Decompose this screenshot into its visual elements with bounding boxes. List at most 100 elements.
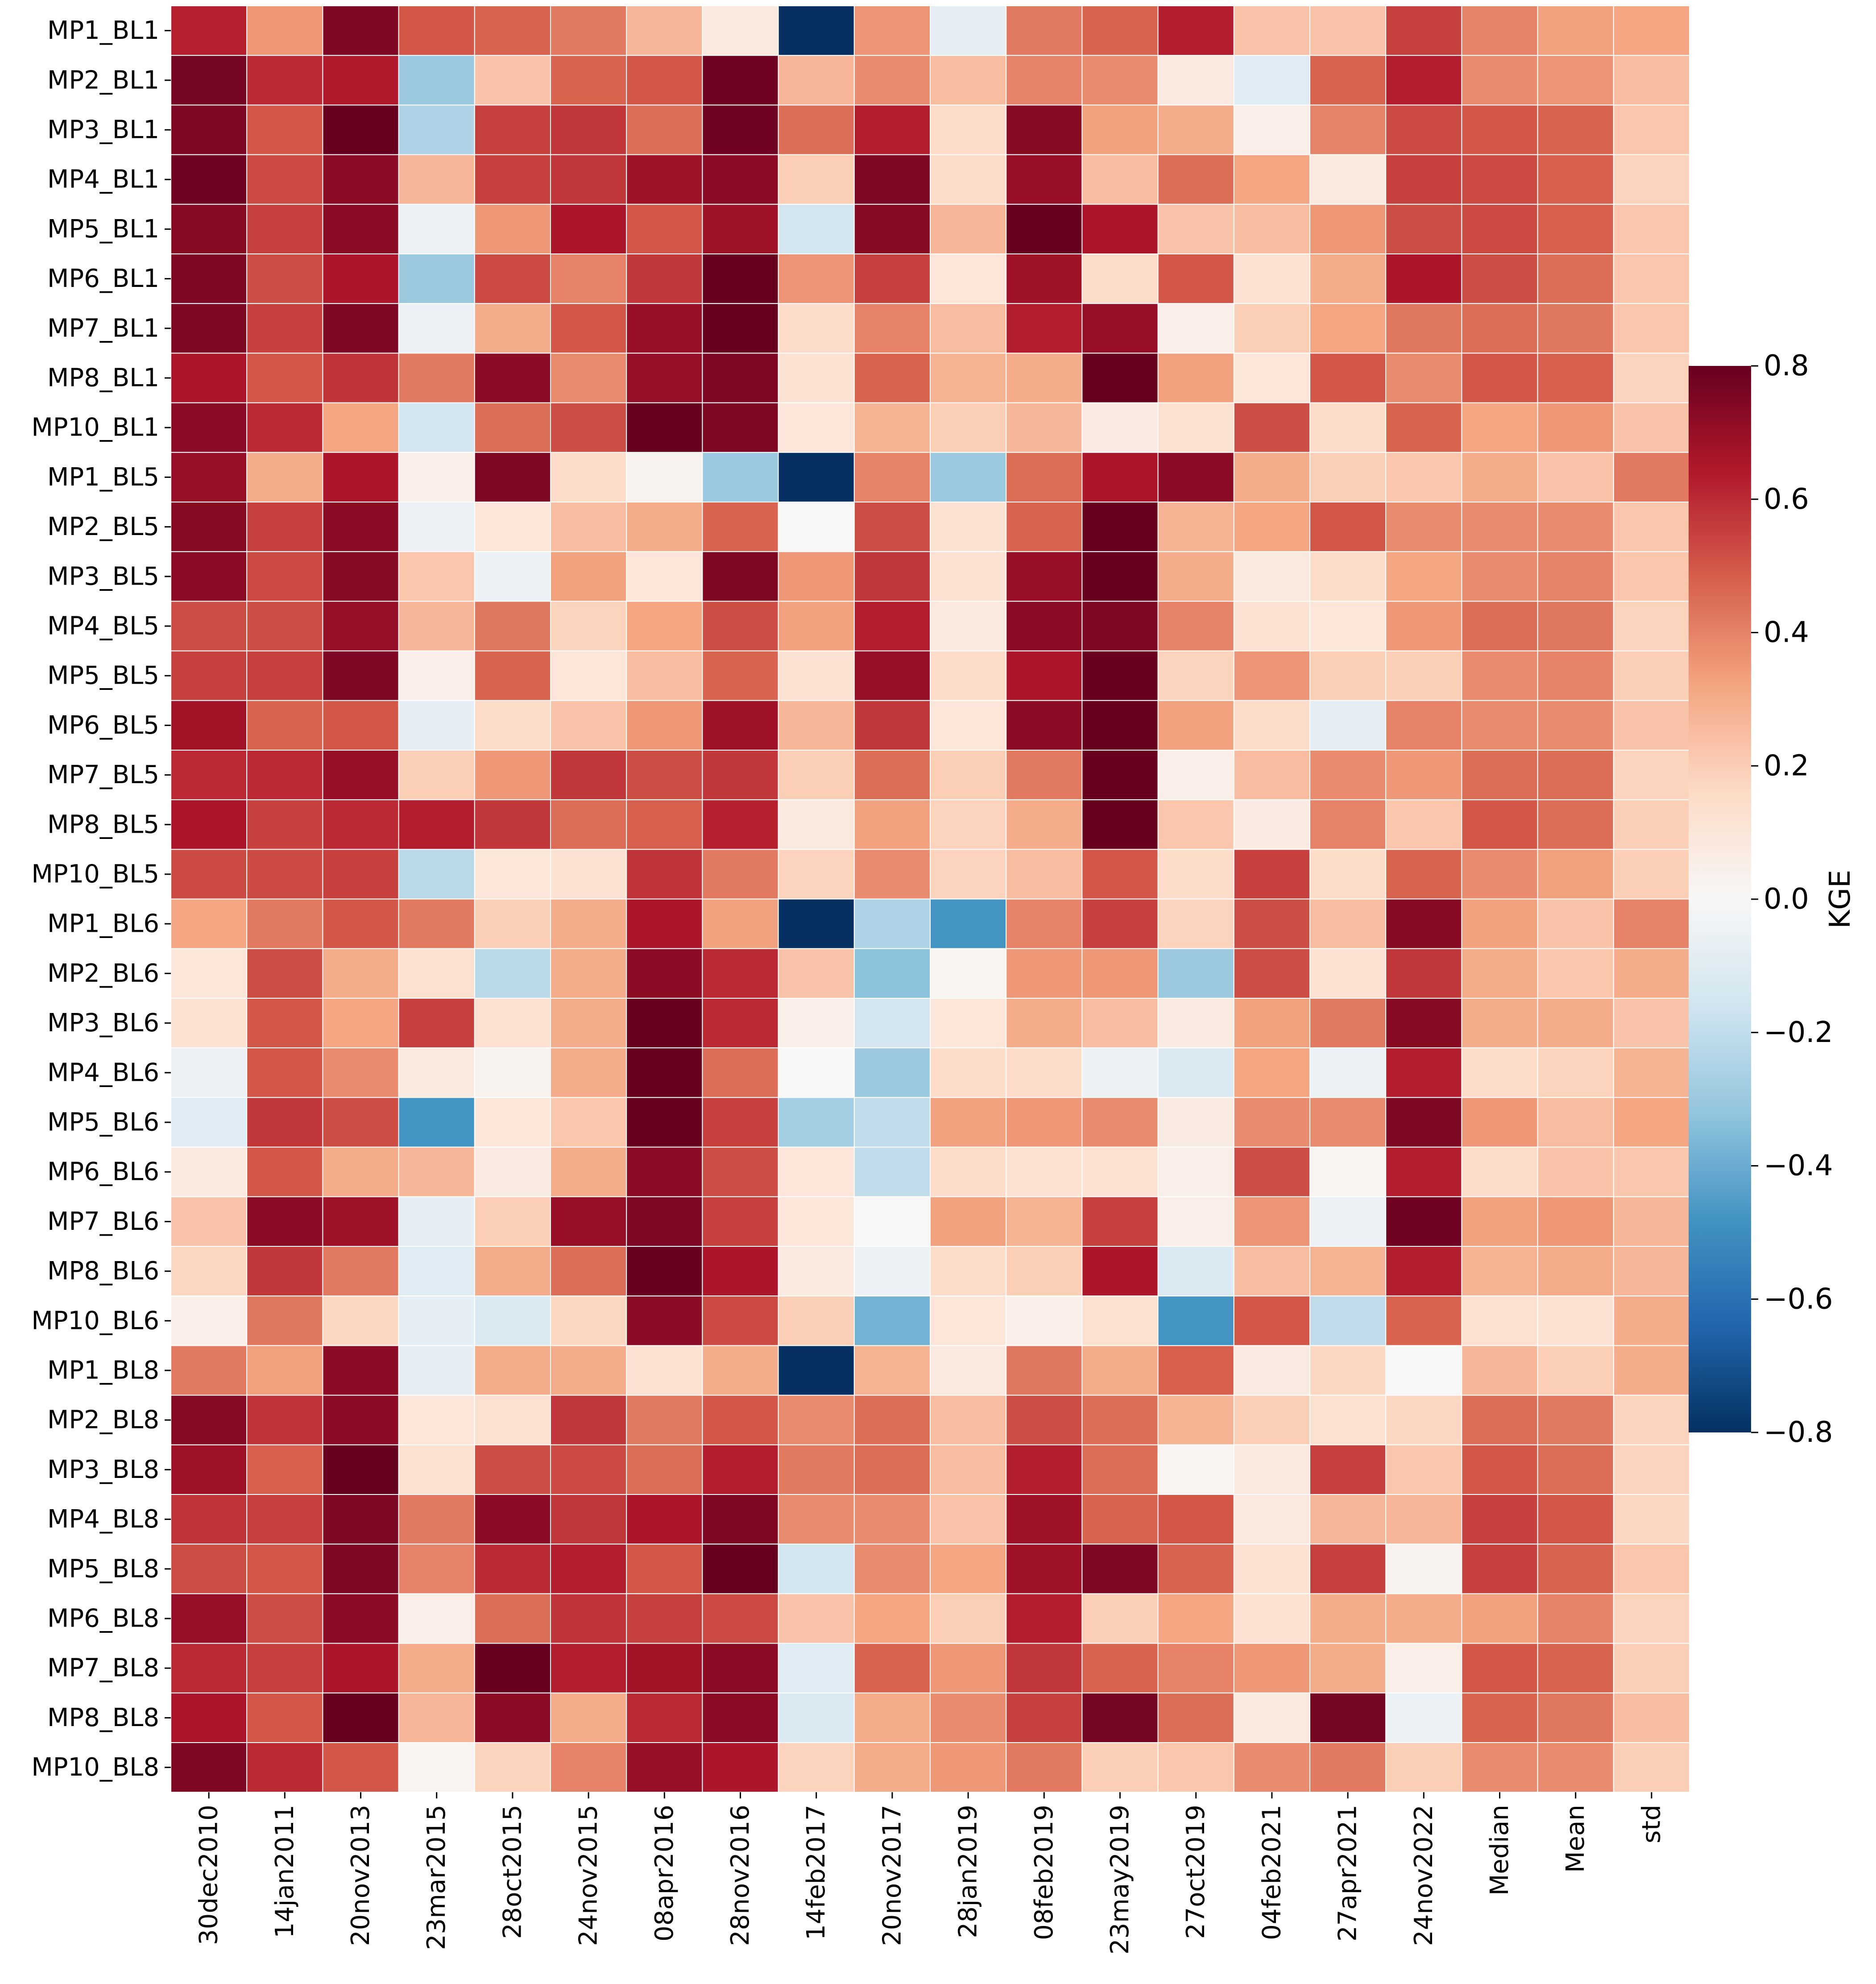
heatmap-cell [778, 203, 855, 254]
heatmap-cell [1081, 1345, 1159, 1396]
heatmap-cell [1006, 402, 1083, 453]
heatmap-cell [1613, 1395, 1690, 1445]
heatmap-cell [626, 650, 703, 701]
heatmap-cell [550, 1295, 627, 1346]
heatmap-cell [1081, 203, 1159, 254]
heatmap-cell [322, 1246, 399, 1297]
heatmap-cell [702, 1246, 779, 1297]
heatmap-cell [1461, 203, 1538, 254]
heatmap-cell [702, 5, 779, 56]
heatmap-cell [1385, 849, 1462, 900]
heatmap-cell [322, 402, 399, 453]
heatmap-cell [853, 1097, 931, 1148]
heatmap-cell [702, 502, 779, 552]
heatmap-cell [1309, 650, 1387, 701]
heatmap-cell [1461, 650, 1538, 701]
heatmap-cell [246, 551, 323, 602]
heatmap-cell [702, 353, 779, 403]
heatmap-cell [626, 502, 703, 552]
heatmap-cell [550, 1544, 627, 1594]
heatmap-cell [550, 1444, 627, 1495]
heatmap-cell [1233, 1494, 1311, 1545]
heatmap-cell [778, 1246, 855, 1297]
heatmap-cell [1081, 502, 1159, 552]
row-label: MP5_BL6 [47, 1108, 159, 1137]
row-label: MP4_BL6 [47, 1058, 159, 1087]
heatmap-cell [1461, 998, 1538, 1049]
heatmap-cell [1385, 998, 1462, 1049]
heatmap-cell [1461, 1444, 1538, 1495]
column-label: 28oct2015 [498, 1805, 527, 1939]
heatmap-cell [1613, 402, 1690, 453]
heatmap-cell [246, 1097, 323, 1148]
heatmap-cell [1461, 303, 1538, 354]
heatmap-cell [626, 898, 703, 949]
heatmap-cell [550, 601, 627, 652]
heatmap-cell [702, 402, 779, 453]
heatmap-cell [170, 1395, 248, 1445]
heatmap-cell [1006, 700, 1083, 751]
column-label: 27oct2019 [1181, 1805, 1210, 1939]
heatmap-cell [778, 799, 855, 850]
heatmap-cell [1461, 253, 1538, 304]
heatmap-cell [474, 502, 551, 552]
heatmap-cell [1537, 948, 1614, 999]
heatmap-cell [1385, 1345, 1462, 1396]
heatmap-cell [1157, 55, 1234, 106]
column-labels: 30dec2010 14jan2011 20nov2013 23mar2015 28oc… [195, 1792, 1666, 1955]
heatmap-cell [1081, 1146, 1159, 1197]
heatmap-cell [853, 55, 931, 106]
heatmap-cell [474, 1295, 551, 1346]
heatmap-cell [1006, 1345, 1083, 1396]
heatmap-cell [1081, 1097, 1159, 1148]
heatmap-cell [1157, 1643, 1234, 1693]
heatmap-cell [1081, 104, 1159, 155]
heatmap-cell [398, 154, 475, 205]
heatmap-cell [474, 1494, 551, 1545]
heatmap-cell [246, 650, 323, 701]
heatmap-cell [702, 1395, 779, 1445]
heatmap-cell [1309, 1246, 1387, 1297]
heatmap-cell [1461, 502, 1538, 552]
heatmap-cell [1081, 1295, 1159, 1346]
heatmap-cell [1233, 601, 1311, 652]
row-label: MP3_BL1 [47, 116, 159, 145]
heatmap-cell [1081, 1544, 1159, 1594]
heatmap-cell [1385, 402, 1462, 453]
heatmap-cell [1157, 154, 1234, 205]
heatmap-cell [1537, 353, 1614, 403]
heatmap-cell [1233, 353, 1311, 403]
heatmap-cell [853, 551, 931, 602]
heatmap-cell [930, 1643, 1007, 1693]
heatmap-cell [1233, 898, 1311, 949]
heatmap-cell [170, 700, 248, 751]
column-label: 04feb2021 [1257, 1805, 1286, 1940]
heatmap-cell [398, 1593, 475, 1644]
heatmap-cell [1309, 1544, 1387, 1594]
heatmap-cell [1006, 1047, 1083, 1098]
heatmap-cell [1157, 1395, 1234, 1445]
heatmap-cell [246, 452, 323, 502]
heatmap-cell [1613, 898, 1690, 949]
heatmap-cell [1233, 1345, 1311, 1396]
heatmap-cell [853, 1395, 931, 1445]
heatmap-cell [322, 1146, 399, 1197]
heatmap-cell [246, 948, 323, 999]
heatmap-cell [1157, 1345, 1234, 1396]
heatmap-cell [1233, 203, 1311, 254]
heatmap-cell [170, 1295, 248, 1346]
heatmap-cell [550, 104, 627, 155]
heatmap-cell [170, 1097, 248, 1148]
heatmap-cell [1157, 1692, 1234, 1743]
heatmap-cell [930, 1395, 1007, 1445]
colorbar: 0.8 0.6 0.4 0.2 0.0 −0.2 −0.4 −0.6 −0.8 KGE [1689, 349, 1857, 1449]
heatmap-cell [1081, 1593, 1159, 1644]
heatmap-cell [170, 750, 248, 801]
heatmap-cell [853, 1047, 931, 1098]
heatmap-cell [853, 353, 931, 403]
heatmap-cell [398, 55, 475, 106]
heatmap-cell [1081, 849, 1159, 900]
heatmap-cell [853, 1246, 931, 1297]
heatmap-cell [1309, 799, 1387, 850]
heatmap-cell [1309, 1593, 1387, 1644]
